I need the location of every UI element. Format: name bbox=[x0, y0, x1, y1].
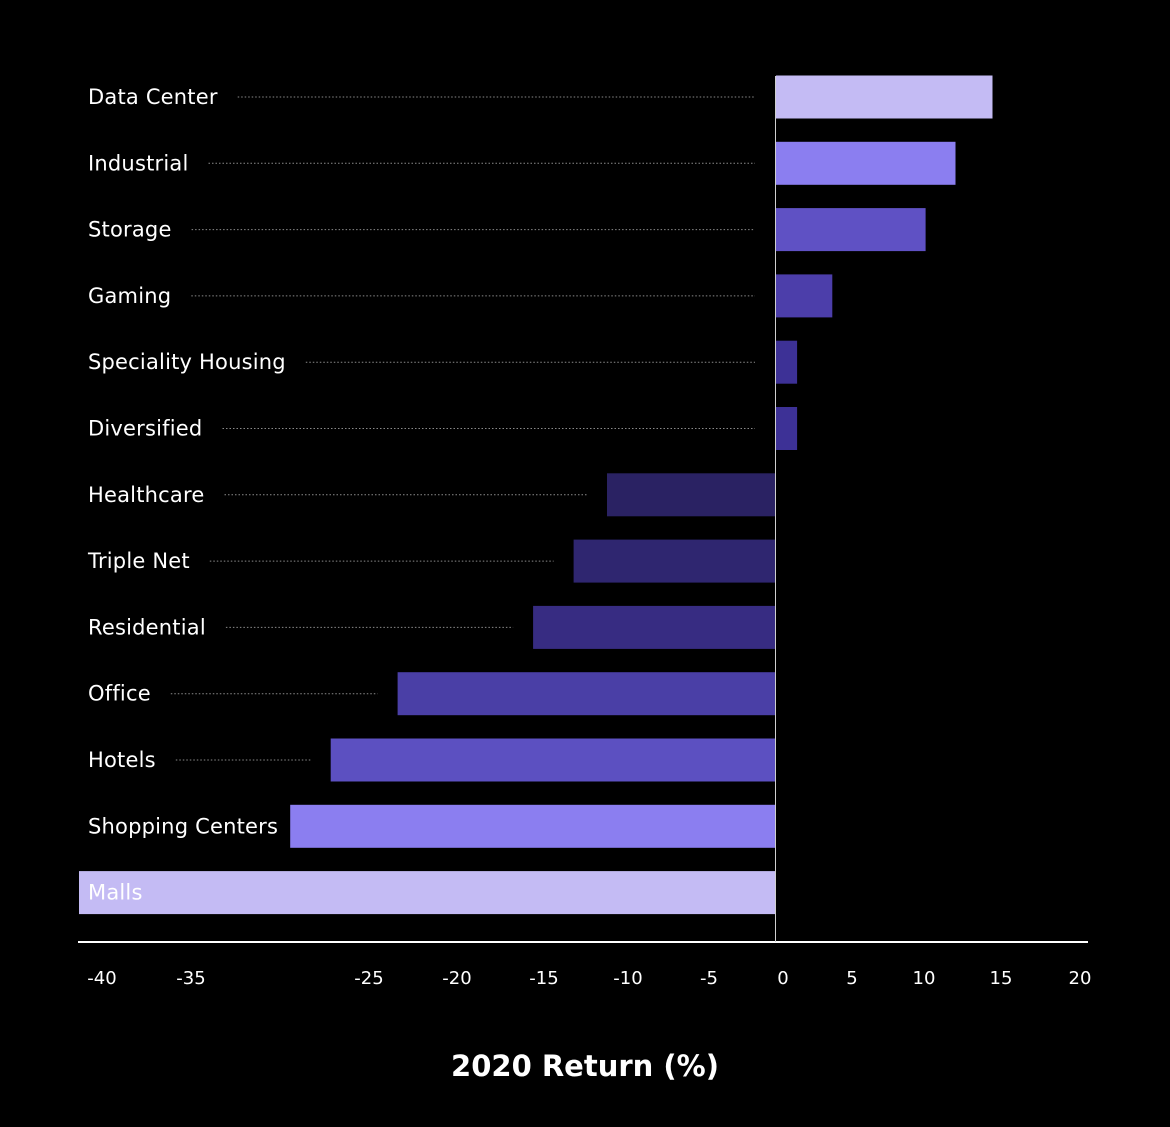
category-label-diversified: Diversified bbox=[88, 417, 202, 441]
x-tick-label: -20 bbox=[442, 968, 471, 989]
x-tick-label: 0 bbox=[777, 968, 788, 989]
x-axis-title: 2020 Return (%) bbox=[451, 1049, 719, 1083]
bars-group bbox=[79, 75, 993, 915]
x-tick-labels: -40 -35 -25 -20 -15 -10 -5 0 5 10 15 20 bbox=[87, 968, 1091, 989]
x-tick-label: -10 bbox=[613, 968, 642, 989]
x-tick-label: 15 bbox=[990, 968, 1013, 989]
bar-office bbox=[397, 672, 776, 716]
category-label-malls: Malls bbox=[88, 881, 143, 905]
category-label-storage: Storage bbox=[88, 218, 172, 242]
bar-hotels bbox=[330, 738, 776, 782]
category-label-shopping-centers: Shopping Centers bbox=[88, 814, 278, 838]
x-tick-label: 10 bbox=[913, 968, 936, 989]
category-label-residential: Residential bbox=[88, 615, 206, 639]
bar-malls bbox=[79, 871, 776, 915]
x-tick-label: -15 bbox=[529, 968, 558, 989]
category-label-industrial: Industrial bbox=[88, 151, 189, 175]
category-label-healthcare: Healthcare bbox=[88, 483, 204, 507]
x-tick-label: 5 bbox=[846, 968, 857, 989]
category-label-data-center: Data Center bbox=[88, 85, 218, 109]
bar-speciality-housing bbox=[776, 340, 798, 384]
bar-storage bbox=[776, 208, 926, 252]
bar-healthcare bbox=[607, 473, 776, 517]
leader-lines bbox=[170, 96, 755, 761]
category-label-speciality-housing: Speciality Housing bbox=[88, 350, 286, 374]
x-tick-label: -5 bbox=[700, 968, 718, 989]
x-tick-label: 20 bbox=[1069, 968, 1092, 989]
bar-data-center bbox=[776, 75, 993, 119]
x-tick-label: -25 bbox=[354, 968, 383, 989]
x-tick-label: -40 bbox=[87, 968, 116, 989]
bar-residential bbox=[533, 605, 776, 649]
x-tick-label: -35 bbox=[176, 968, 205, 989]
bar-gaming bbox=[776, 274, 833, 318]
bar-industrial bbox=[776, 141, 956, 185]
bar-triple-net bbox=[573, 539, 776, 583]
bar-shopping-centers bbox=[290, 804, 776, 848]
bar-diversified bbox=[776, 407, 798, 450]
category-label-triple-net: Triple Net bbox=[87, 549, 190, 573]
category-labels: Data Center Industrial Storage Gaming Specia… bbox=[87, 85, 286, 905]
category-label-gaming: Gaming bbox=[88, 284, 171, 308]
category-label-hotels: Hotels bbox=[88, 748, 156, 772]
category-label-office: Office bbox=[88, 682, 151, 706]
